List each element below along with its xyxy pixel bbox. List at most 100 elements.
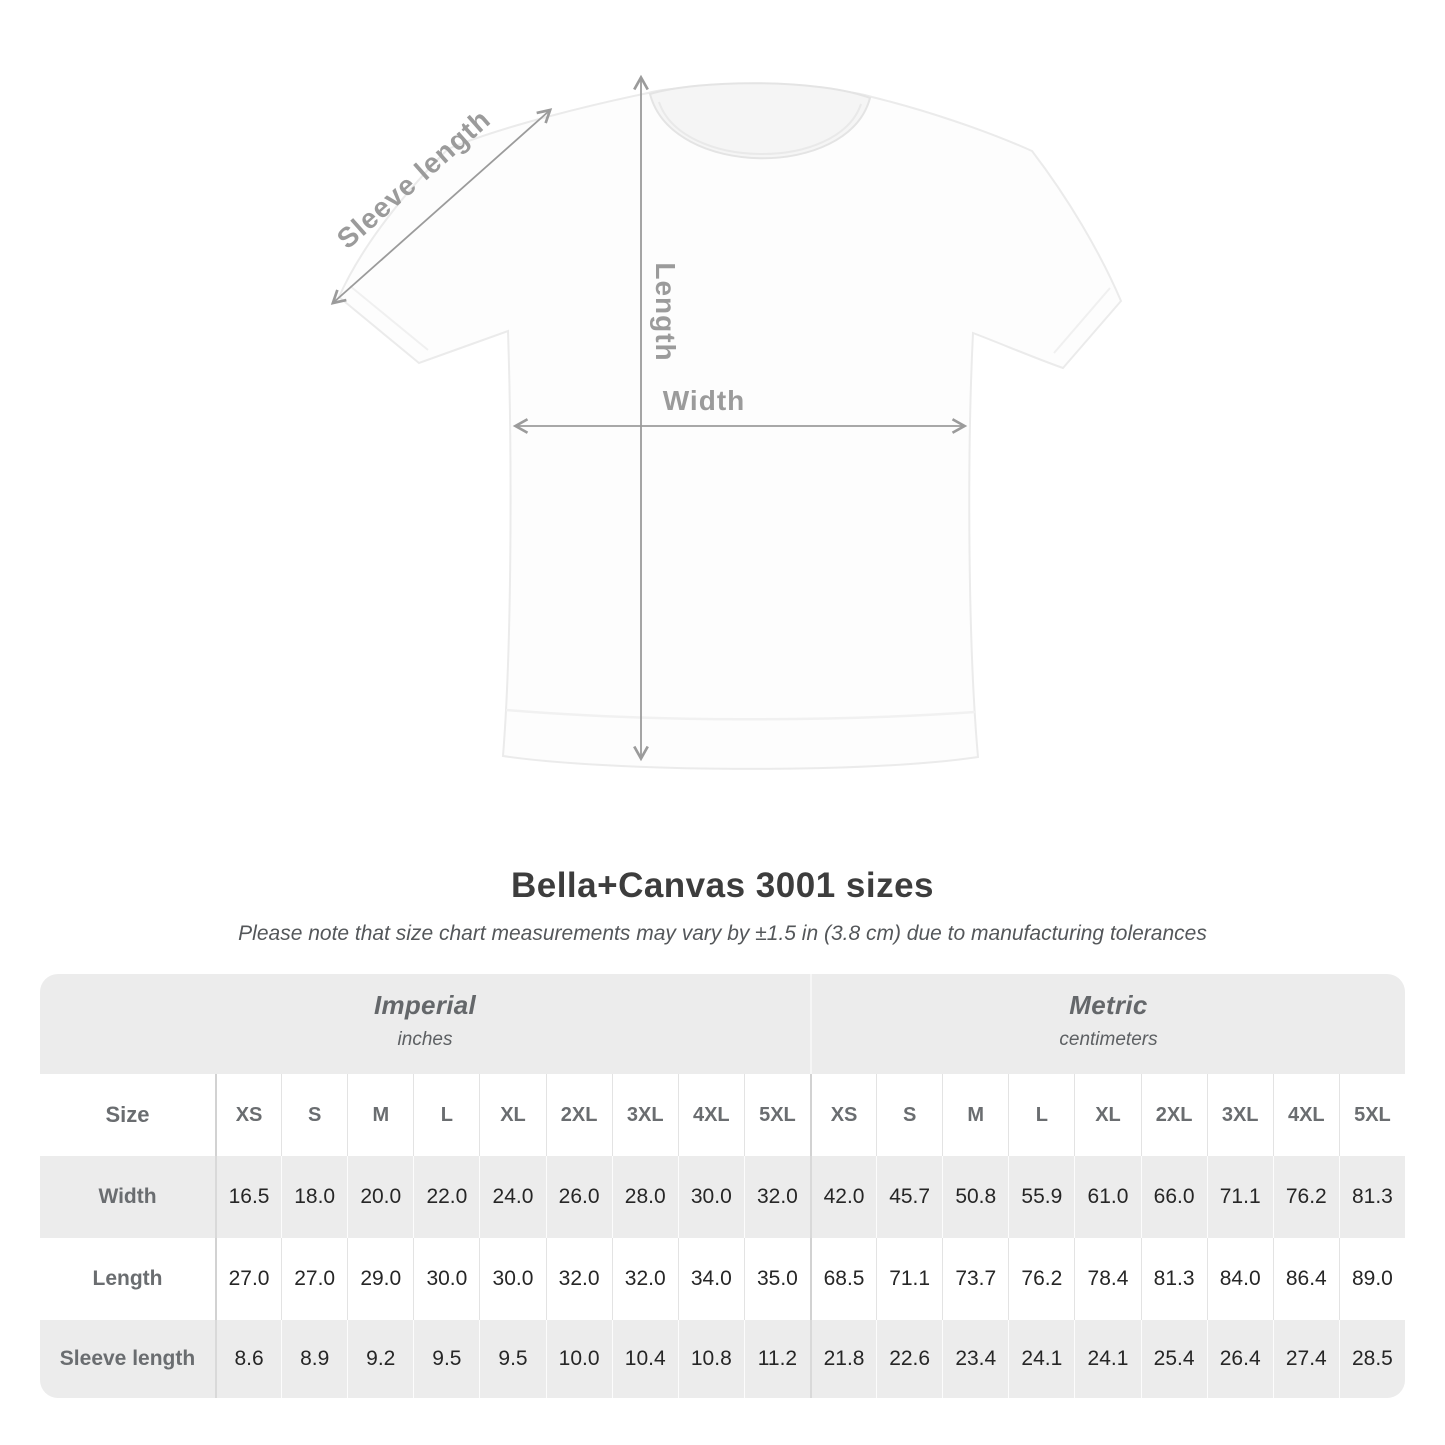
tshirt-hem-seam [505,708,976,721]
value-cell: 21.8 [809,1320,877,1398]
value-cell: 45.7 [876,1156,943,1238]
value-cell: 32.0 [743,1156,810,1238]
value-cell: 71.1 [876,1238,942,1320]
value-cell: 28.5 [1338,1320,1405,1398]
value-cell: 10.0 [545,1320,612,1398]
value-cell: 8.9 [281,1320,348,1398]
metric-group-header: Metric centimeters [809,974,1405,1074]
value-cell: 9.2 [347,1320,414,1398]
value-cell: 27.4 [1272,1320,1339,1398]
col-header-metric-4xl: 4XL [1272,1074,1339,1156]
size-chart-section: Imperial inches Metric centimeters Size … [40,974,1405,1398]
row-sleeve-length: Sleeve length 8.6 8.9 9.2 9.5 9.5 10.0 10.4 10.8… [40,1320,1405,1398]
col-header-metric-xl: XL [1074,1074,1141,1156]
value-cell: 61.0 [1074,1156,1141,1238]
value-cell: 30.0 [479,1238,545,1320]
imperial-unit: inches [397,1028,453,1050]
value-cell: 24.1 [1074,1320,1141,1398]
imperial-label: Imperial [373,989,477,1020]
value-cell: 16.5 [215,1156,282,1238]
col-header-imperial-s: S [281,1074,348,1156]
value-cell: 73.7 [942,1238,1008,1320]
value-cell: 24.0 [479,1156,546,1238]
value-cell: 81.3 [1338,1156,1405,1238]
value-cell: 32.0 [611,1238,678,1320]
row-label: Sleeve length [40,1320,215,1398]
value-cell: 68.5 [809,1238,876,1320]
value-cell: 8.6 [215,1320,282,1398]
tshirt-shape [337,84,1123,770]
col-header-imperial-l: L [413,1074,480,1156]
page-title: Bella+Canvas 3001 sizes [510,866,935,905]
col-header-metric-s: S [876,1074,943,1156]
value-cell: 25.4 [1140,1320,1207,1398]
value-cell: 34.0 [677,1238,744,1320]
value-cell: 9.5 [413,1320,480,1398]
sizes-header-row: Size XS S M L XL 2XL 3XL 4XL 5XL XS S M L XL 2XL 3XL 4XL… [40,1074,1405,1156]
size-column-header: Size [40,1074,215,1156]
tshirt-collar-seam [658,101,862,155]
value-cell: 26.4 [1206,1320,1273,1398]
value-cell: 66.0 [1140,1156,1207,1238]
metric-label: Metric [1069,989,1148,1020]
value-cell: 11.2 [743,1320,810,1398]
value-cell: 89.0 [1338,1238,1405,1320]
value-cell: 81.3 [1140,1238,1207,1320]
col-header-imperial-4xl: 4XL [677,1074,744,1156]
value-cell: 23.4 [942,1320,1009,1398]
col-header-metric-m: M [942,1074,1009,1156]
value-cell: 71.1 [1206,1156,1273,1238]
value-cell: 86.4 [1272,1238,1339,1320]
size-chart-table: Imperial inches Metric centimeters Size … [40,974,1405,1398]
value-cell: 18.0 [281,1156,348,1238]
value-cell: 26.0 [545,1156,612,1238]
col-header-imperial-m: M [347,1074,414,1156]
row-width: Width 16.5 18.0 20.0 22.0 24.0 26.0 28.0 30.0 32.… [40,1156,1405,1238]
tshirt-collar [648,82,872,160]
tshirt-right-sleeve-seam [1053,287,1111,354]
value-cell: 78.4 [1074,1238,1140,1320]
col-header-metric-xs: XS [809,1074,877,1156]
col-header-metric-l: L [1008,1074,1075,1156]
col-header-imperial-3xl: 3XL [611,1074,678,1156]
value-cell: 20.0 [347,1156,414,1238]
value-cell: 76.2 [1008,1238,1074,1320]
row-label: Length [92,1267,163,1290]
value-cell: 55.9 [1008,1156,1075,1238]
tshirt-measurement-diagram: Sleeve length Length Width [330,74,1123,770]
value-cell: 32.0 [545,1238,612,1320]
width-label: Width [663,385,746,416]
value-cell: 35.0 [743,1238,810,1320]
value-cell: 42.0 [809,1156,877,1238]
value-cell: 27.0 [215,1238,281,1320]
value-cell: 30.0 [413,1238,479,1320]
col-header-imperial-xs: XS [215,1074,282,1156]
row-label: Width [40,1156,215,1238]
value-cell: 24.1 [1008,1320,1075,1398]
value-cell: 10.8 [677,1320,744,1398]
value-cell: 27.0 [281,1238,347,1320]
imperial-group-header: Imperial inches [40,974,810,1074]
length-label: Length [650,262,681,361]
value-cell: 30.0 [677,1156,744,1238]
sleeve-length-arrow [330,108,553,305]
value-cell: 50.8 [942,1156,1009,1238]
tolerance-note: Please note that size chart measurements… [238,922,1207,945]
value-cell: 10.4 [611,1320,678,1398]
value-cell: 28.0 [611,1156,678,1238]
tshirt-diagram-svg: Sleeve length Length Width [330,74,1123,770]
col-header-imperial-2xl: 2XL [545,1074,612,1156]
value-cell: 84.0 [1206,1238,1273,1320]
value-cell: 76.2 [1272,1156,1339,1238]
col-header-metric-2xl: 2XL [1140,1074,1207,1156]
value-cell: 22.0 [413,1156,480,1238]
col-header-metric-5xl: 5XL [1338,1074,1405,1156]
row-length: Length 27.0 27.0 29.0 30.0 30.0 32.0 32.0 34.0 35… [40,1238,1405,1320]
value-cell: 29.0 [347,1238,413,1320]
col-header-metric-3xl: 3XL [1206,1074,1273,1156]
value-cell: 9.5 [479,1320,546,1398]
metric-unit: centimeters [1059,1028,1158,1050]
table-body: Width 16.5 18.0 20.0 22.0 24.0 26.0 28.0 30.0 32.… [40,1156,1405,1398]
unit-group-row: Imperial inches Metric centimeters [40,974,1405,1074]
col-header-imperial-5xl: 5XL [743,1074,810,1156]
